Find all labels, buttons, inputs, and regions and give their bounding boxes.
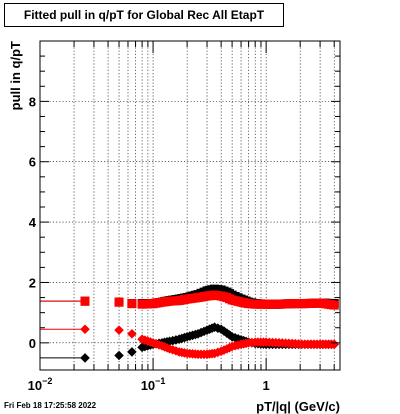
data-point (127, 328, 137, 339)
axis-ticks (39, 41, 340, 370)
y-tick-label: 2 (29, 275, 36, 290)
x-tick-label: 10−1 (141, 376, 166, 393)
data-point (219, 326, 229, 337)
data-point (114, 297, 124, 307)
chart-title: Fitted pull in q/pT for Global Rec All E… (4, 3, 284, 27)
y-tick-label: 6 (29, 155, 36, 170)
data-point (127, 347, 137, 357)
plot-frame (39, 40, 341, 371)
x-tick-label: 10−2 (28, 376, 53, 393)
series-lines (40, 300, 85, 359)
data-point (80, 324, 90, 335)
data-point (127, 299, 137, 309)
data-points (80, 284, 340, 363)
data-point (114, 325, 124, 335)
y-tick-label: 0 (29, 336, 36, 351)
data-point (80, 296, 90, 306)
grid-lines (40, 41, 340, 370)
x-axis-label: pT/|q| (GeV/c) (256, 399, 340, 414)
y-axis-label: pull in q/pT (8, 41, 23, 110)
data-point (329, 300, 339, 310)
data-point (80, 353, 90, 363)
timestamp: Fri Feb 18 17:25:58 2022 (4, 401, 97, 410)
x-tick-label: 1 (263, 378, 270, 393)
data-point (114, 350, 124, 361)
data-point (329, 339, 340, 350)
y-tick-label: 4 (29, 215, 37, 230)
y-tick-label: 8 (29, 94, 36, 109)
data-point (216, 324, 226, 335)
